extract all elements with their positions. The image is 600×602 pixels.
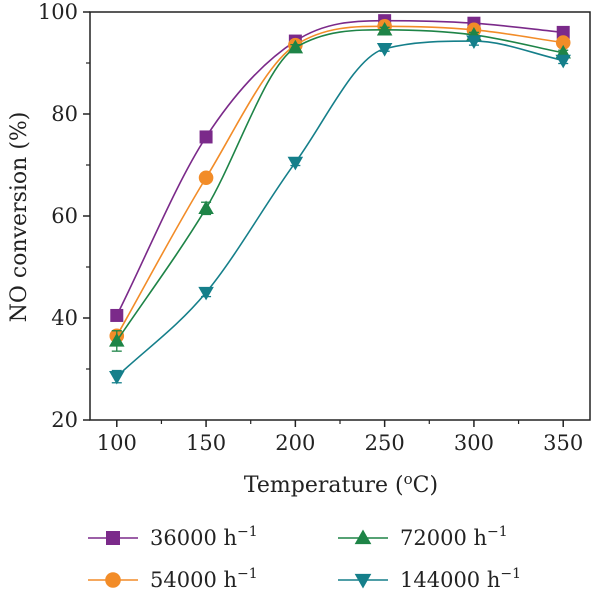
data-point	[198, 170, 214, 186]
legend-label-sup: −1	[237, 566, 258, 582]
legend-item: 36000 h−1	[88, 524, 258, 550]
legend-item: 54000 h−1	[88, 566, 258, 592]
y-axis-title: NO conversion (%)	[7, 112, 32, 323]
x-tick-label: 200	[275, 431, 315, 455]
series-2	[109, 18, 571, 344]
x-tick-label: 250	[365, 431, 405, 455]
x-axis-title-unit-tail: C)	[413, 473, 438, 498]
legend-label-main: 36000 h	[150, 526, 237, 550]
legend-marker	[106, 531, 120, 545]
legend-label: 36000 h−1	[150, 524, 258, 550]
legend-label-sup: −1	[237, 524, 258, 540]
data-point	[199, 130, 213, 144]
x-axis-title: Temperature (oC)	[244, 470, 438, 498]
y-tick-label: 100	[38, 0, 78, 24]
plot-frame	[89, 11, 591, 421]
y-tick-label: 20	[51, 408, 78, 432]
data-point	[376, 21, 393, 36]
legend-marker	[354, 573, 372, 589]
series-4	[109, 35, 571, 385]
series-line	[116, 40, 564, 378]
legend-label-main: 54000 h	[150, 568, 237, 592]
legend-label: 144000 h−1	[400, 566, 521, 592]
plot-area	[109, 14, 571, 385]
x-tick-label: 300	[454, 431, 494, 455]
legend-item: 144000 h−1	[338, 566, 521, 592]
data-point	[109, 370, 125, 385]
legend-marker	[105, 572, 121, 588]
data-point	[376, 43, 393, 57]
data-point	[198, 200, 214, 215]
legend-label: 54000 h−1	[150, 566, 258, 592]
data-point	[287, 39, 304, 54]
series-line	[116, 19, 564, 316]
legend-label-main: 72000 h	[400, 526, 487, 550]
data-point	[555, 54, 571, 69]
series-1	[110, 14, 570, 322]
x-tick-label: 150	[186, 431, 226, 455]
legend-label-main: 144000 h	[400, 568, 500, 592]
legend-label-sup: −1	[487, 524, 508, 540]
data-point	[287, 156, 304, 171]
x-axis-title-unit: o	[404, 470, 413, 488]
series-line	[116, 29, 564, 342]
series-3	[109, 21, 571, 352]
series-line	[116, 25, 564, 337]
x-tick-label: 350	[543, 431, 583, 455]
x-axis-title-main: Temperature (	[244, 473, 404, 498]
y-tick-label: 40	[51, 306, 78, 330]
y-tick-label: 60	[51, 204, 78, 228]
data-point	[109, 333, 125, 347]
y-tick-label: 80	[51, 102, 78, 126]
legend-label-sup: −1	[500, 566, 521, 582]
data-point	[110, 308, 124, 322]
data-point	[198, 286, 214, 301]
legend-marker	[354, 529, 372, 545]
legend-label: 72000 h−1	[400, 524, 508, 550]
legend-item: 72000 h−1	[338, 524, 508, 550]
x-tick-label: 100	[97, 431, 137, 455]
data-point	[466, 35, 482, 49]
axes: 100 150 200 250 300 350 20 40 60 80 100	[38, 0, 591, 455]
